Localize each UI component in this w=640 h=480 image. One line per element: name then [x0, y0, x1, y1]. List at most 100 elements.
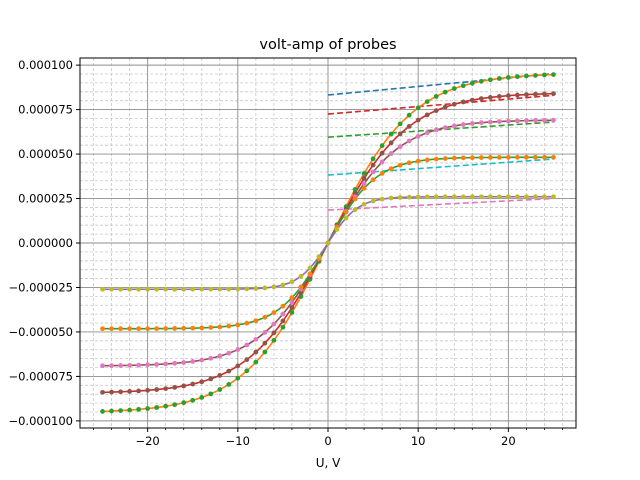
data-point	[388, 140, 394, 146]
data-point	[271, 330, 277, 336]
data-point	[172, 326, 178, 331]
data-point	[533, 194, 538, 200]
data-point	[388, 166, 394, 172]
x-tick-label: 0	[324, 434, 331, 448]
data-point	[235, 286, 241, 292]
data-point	[127, 286, 132, 292]
data-point	[298, 294, 304, 299]
data-point	[379, 196, 385, 202]
data-point	[298, 290, 304, 296]
data-point	[397, 195, 403, 200]
y-tick-label: 0.000075	[18, 103, 73, 117]
data-point	[451, 194, 457, 200]
data-point	[244, 368, 250, 374]
data-point	[127, 362, 132, 368]
asymptote-line	[327, 121, 554, 138]
y-tick-label: 0.000025	[18, 192, 73, 206]
data-point	[109, 363, 114, 369]
y-tick-label: −0.000100	[8, 414, 73, 428]
data-point	[433, 127, 439, 133]
data-point	[325, 240, 331, 246]
data-point	[496, 194, 502, 200]
data-point	[289, 279, 295, 285]
data-point	[551, 91, 556, 97]
data-point	[226, 381, 232, 387]
data-point	[271, 337, 277, 343]
data-point	[253, 349, 259, 355]
data-point	[524, 154, 529, 160]
data-point	[424, 112, 430, 118]
data-point	[235, 347, 241, 352]
data-point	[361, 175, 367, 181]
data-point	[460, 155, 466, 161]
data-point	[542, 194, 547, 200]
data-point	[505, 93, 511, 99]
data-point	[298, 284, 304, 290]
data-point	[370, 162, 376, 168]
data-point	[271, 321, 277, 327]
data-point	[379, 143, 385, 149]
data-point	[406, 124, 412, 129]
data-point	[542, 91, 547, 97]
data-point	[280, 318, 286, 324]
data-point	[505, 75, 511, 80]
data-point	[496, 154, 502, 160]
data-point	[190, 397, 196, 403]
asymptote-line	[327, 72, 554, 96]
data-point	[208, 376, 214, 382]
data-point	[253, 359, 259, 365]
data-point	[154, 387, 160, 392]
data-point	[262, 285, 268, 291]
y-tick-label: 0.000000	[18, 236, 73, 250]
data-point	[100, 409, 105, 414]
x-tick-label: −20	[135, 434, 159, 448]
data-point	[199, 395, 205, 400]
data-point	[118, 286, 123, 292]
data-point	[145, 362, 151, 368]
data-point	[505, 194, 511, 200]
data-point	[361, 171, 367, 176]
data-point	[289, 310, 295, 315]
x-tick-label: 20	[501, 434, 516, 448]
data-point	[533, 154, 538, 160]
data-point	[208, 355, 214, 361]
data-point	[280, 303, 286, 309]
data-point	[172, 360, 178, 366]
data-point	[118, 326, 123, 332]
data-point	[226, 286, 232, 292]
data-point	[145, 387, 151, 393]
data-point	[551, 194, 556, 200]
y-tick-label: −0.000075	[8, 369, 73, 383]
data-point	[352, 190, 358, 196]
data-point	[163, 386, 169, 391]
data-point	[388, 195, 394, 201]
data-point	[307, 265, 313, 271]
data-point	[505, 118, 511, 124]
data-point	[406, 194, 412, 200]
data-point	[172, 402, 178, 408]
data-point	[217, 353, 223, 359]
data-point	[154, 326, 160, 332]
y-tick-label: −0.000025	[8, 280, 73, 294]
data-point	[424, 194, 430, 200]
data-point	[542, 117, 547, 123]
data-point	[397, 144, 403, 150]
data-point	[524, 118, 529, 124]
data-point	[388, 151, 394, 156]
data-point	[542, 72, 547, 78]
data-point	[469, 194, 475, 200]
data-point	[217, 324, 223, 330]
data-point	[136, 406, 142, 412]
data-point	[316, 254, 322, 260]
data-point	[478, 155, 484, 160]
data-point	[370, 156, 376, 162]
data-point	[487, 119, 493, 125]
data-point	[181, 325, 187, 331]
y-tick-label: 0.000100	[18, 58, 73, 72]
data-point	[154, 362, 160, 367]
data-point	[551, 72, 556, 77]
data-point	[469, 97, 475, 103]
data-point	[199, 357, 205, 363]
data-point	[235, 375, 241, 381]
